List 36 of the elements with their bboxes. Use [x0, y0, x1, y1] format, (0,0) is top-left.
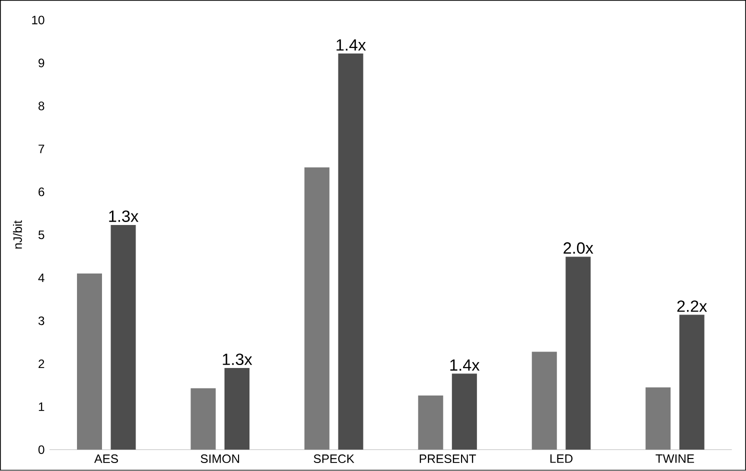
y-tick-label: 2	[38, 360, 44, 368]
y-tick-label: 10	[32, 16, 44, 24]
y-tick-label: 6	[38, 188, 44, 196]
y-tick-label: 7	[38, 144, 44, 154]
x-tick-label: PRESENT	[420, 454, 476, 464]
y-tick-label: 8	[38, 102, 44, 110]
x-tick-label: AES	[94, 454, 118, 464]
x-tick-label: TWINE	[656, 454, 694, 463]
x-tick-label: SPECK	[314, 454, 354, 464]
annotation: 1.3x	[109, 210, 138, 222]
bar	[646, 388, 671, 450]
bar	[566, 256, 591, 450]
bar	[532, 352, 557, 450]
bar	[76, 274, 102, 450]
bar	[338, 54, 364, 450]
x-tick-label: SIMON	[200, 454, 240, 464]
y-tick-label: 3	[38, 316, 44, 326]
bar	[110, 225, 136, 450]
bar	[452, 374, 477, 450]
bar	[304, 168, 330, 450]
annotation: 1.4x	[450, 360, 480, 371]
bar	[679, 314, 704, 450]
x-tick-label: LED	[550, 454, 572, 463]
annotation: 2.0x	[564, 242, 594, 254]
annotation: 1.4x	[336, 40, 366, 51]
bar	[190, 388, 216, 450]
y-tick-label: 9	[38, 58, 44, 68]
y-tick-label: 5	[38, 230, 44, 240]
bar	[418, 396, 444, 450]
annotation: 1.3x	[222, 354, 252, 366]
y-tick-label: 4	[38, 274, 44, 282]
y-tick-label: 0	[38, 446, 44, 454]
bar	[224, 368, 250, 450]
annotation: 2.2x	[677, 300, 707, 312]
y-axis-title: nJ/bit	[13, 220, 22, 249]
y-tick-label: 1	[38, 402, 44, 412]
